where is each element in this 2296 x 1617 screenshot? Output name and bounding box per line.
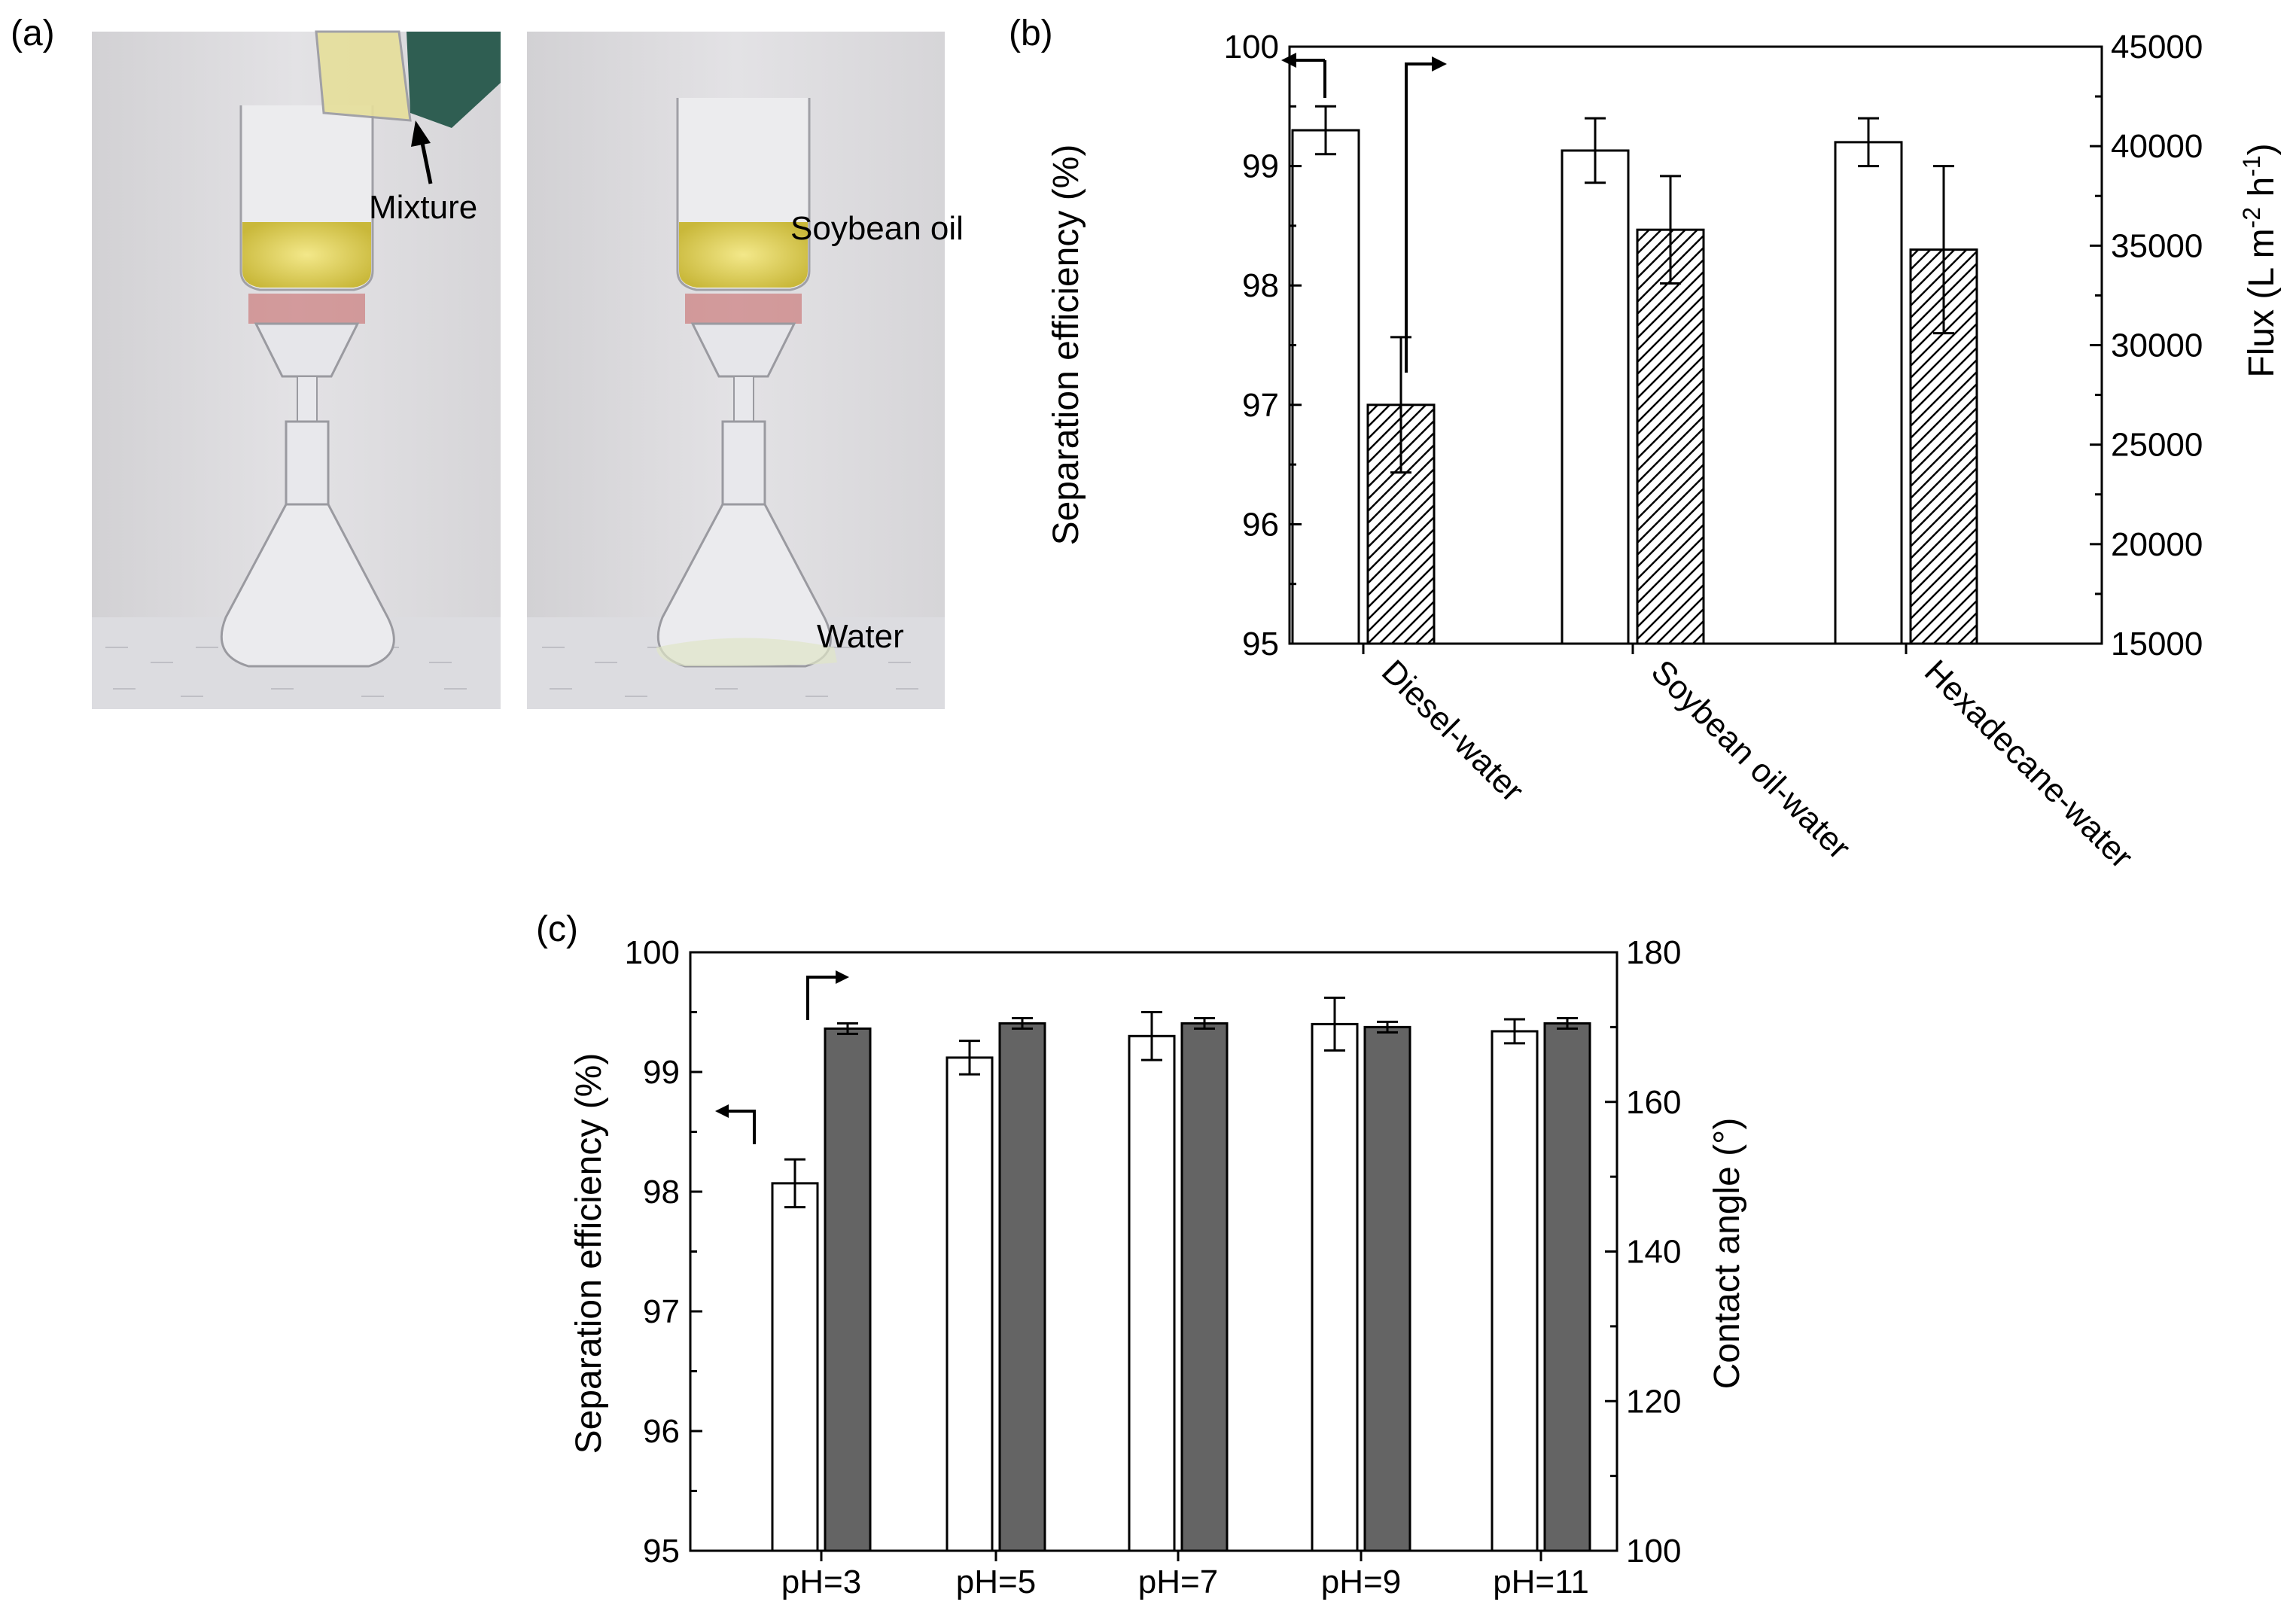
bar	[1834, 141, 1903, 645]
bar	[1311, 1022, 1359, 1552]
arrowhead-right-icon	[836, 970, 849, 984]
y-tick-label: 98	[1242, 267, 1279, 304]
chart-b: (b) Diesel-water Soybean oil-water Hexadec…	[1009, 14, 2282, 875]
arrowhead-right-icon	[1432, 56, 1447, 72]
y2-tick-label: 160	[1626, 1084, 1681, 1121]
bar	[1543, 1022, 1591, 1552]
y2-tick-label: 120	[1626, 1383, 1681, 1420]
category-label: pH=7	[1138, 1564, 1218, 1600]
arrow-left-indicator	[726, 1110, 756, 1144]
y2-axis-title: Contact angle (°)	[1707, 1118, 1747, 1390]
bar	[1561, 149, 1630, 645]
panel-c-label: (c)	[536, 909, 578, 949]
axis-indicator-arrows	[1281, 53, 1447, 373]
annotation-water: Water	[817, 618, 904, 655]
category-label: Hexadecane-water	[1917, 653, 2140, 875]
y2-tick-label: 140	[1626, 1234, 1681, 1271]
y-tick-label: 97	[643, 1293, 680, 1330]
y2-tick-label: 35000	[2111, 227, 2203, 264]
y-tick-label: 100	[625, 934, 680, 971]
panel-a-label: (a)	[11, 14, 55, 53]
y2-tick-label: 45000	[2111, 29, 2203, 65]
y-tick-label: 99	[643, 1054, 680, 1091]
bar	[1180, 1022, 1229, 1552]
bar	[824, 1027, 872, 1552]
y-tick-label: 95	[1242, 626, 1279, 662]
y-axis-title: Separation efficiency (%)	[1046, 145, 1086, 546]
y-axis-title: Separation efficiency (%)	[569, 1053, 609, 1454]
annotation-mixture: Mixture	[369, 189, 477, 226]
y-tick-label: 95	[643, 1533, 680, 1570]
bar	[1128, 1034, 1176, 1552]
y2-tick-label: 40000	[2111, 128, 2203, 165]
axis-indicator-arrows	[715, 970, 849, 1144]
y-tick-label: 96	[1242, 506, 1279, 543]
y-tick-label: 98	[643, 1174, 680, 1210]
category-label: pH=5	[956, 1564, 1036, 1600]
arrow-right-indicator	[1405, 62, 1434, 373]
y-tick-label: 96	[643, 1413, 680, 1450]
panel-b-label: (b)	[1009, 14, 1053, 53]
panel-a: (a) Mixture	[11, 14, 964, 709]
category-label: pH=9	[1321, 1564, 1401, 1600]
photo-left: Mixture	[92, 30, 501, 709]
arrowhead-left-icon	[1281, 53, 1296, 68]
y2-tick-label: 100	[1626, 1533, 1681, 1570]
y2-axis-title: Flux (L m-2 h-1)	[2238, 143, 2282, 377]
bar	[998, 1022, 1046, 1552]
photo-right: Soybean oil Water	[527, 32, 964, 709]
y-tick-label: 99	[1242, 148, 1279, 185]
bar	[1636, 228, 1705, 645]
y-tick-label: 97	[1242, 387, 1279, 424]
bar	[946, 1056, 994, 1552]
chart-c: (c) pH=3 pH=5 pH=7 pH=9 pH=11 95 96 97 98 99 100 10…	[536, 909, 1747, 1600]
bar	[1291, 129, 1360, 645]
y2-tick-label: 15000	[2111, 626, 2203, 662]
arrowhead-left-icon	[715, 1104, 729, 1118]
y2-tick-label: 30000	[2111, 327, 2203, 364]
bar	[1363, 1025, 1411, 1552]
annotation-soybean-oil: Soybean oil	[790, 210, 964, 247]
y-tick-label: 100	[1224, 29, 1279, 65]
arrow-right-indicator	[806, 976, 837, 1020]
category-label: Soybean oil-water	[1644, 653, 1858, 866]
y2-tick-label: 180	[1626, 934, 1681, 971]
y2-tick-label: 20000	[2111, 526, 2203, 563]
category-label: pH=3	[781, 1564, 861, 1600]
y2-tick-label: 25000	[2111, 427, 2203, 464]
bar	[771, 1182, 819, 1552]
arrow-icon	[411, 120, 433, 184]
category-label: Diesel-water	[1375, 653, 1531, 809]
category-label: pH=11	[1493, 1564, 1589, 1600]
bar	[1491, 1030, 1539, 1552]
